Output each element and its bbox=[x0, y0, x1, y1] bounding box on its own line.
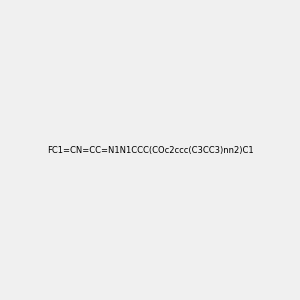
Text: FC1=CN=CC=N1N1CCC(COc2ccc(C3CC3)nn2)C1: FC1=CN=CC=N1N1CCC(COc2ccc(C3CC3)nn2)C1 bbox=[47, 146, 253, 154]
